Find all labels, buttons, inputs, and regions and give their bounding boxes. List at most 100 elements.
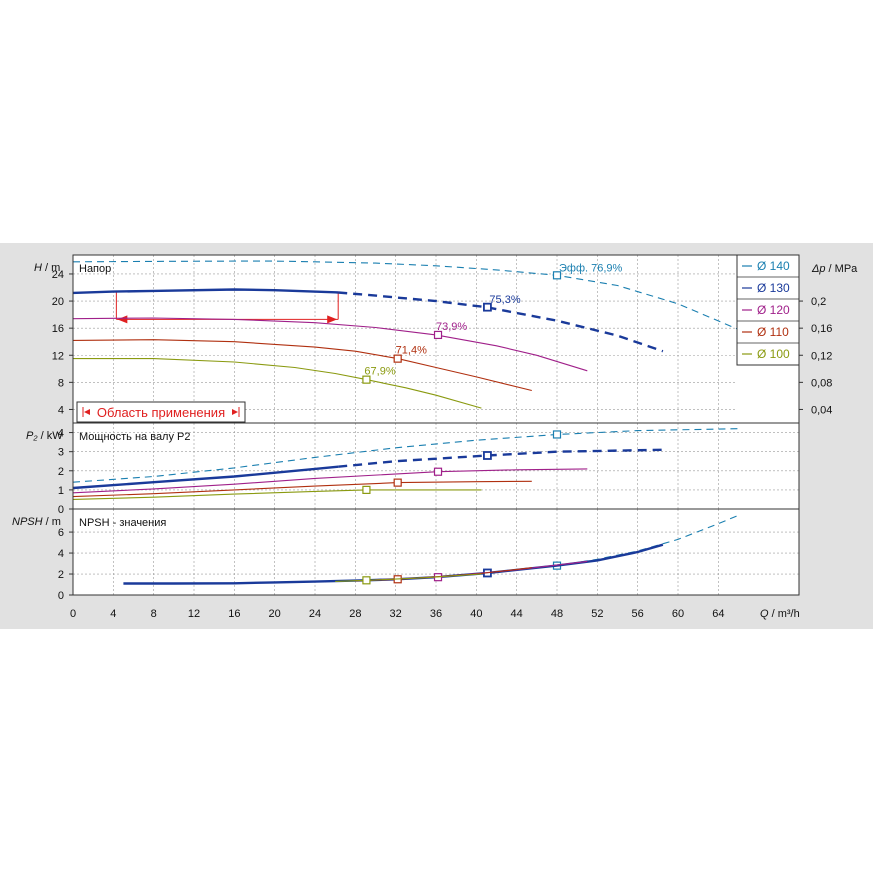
x-tick-label-40: 40 [470, 608, 482, 620]
power-marker-Ø 120 [433, 467, 443, 476]
x-axis-unit: / m³/h [769, 608, 800, 620]
legend-label-1: Ø 130 [757, 281, 790, 295]
labels: 0 4 8 12 16 20 24 28 32 36 40 44 48 52 56 60 64 Q / m³/h4… [12, 262, 858, 620]
x-tick-label-24: 24 [309, 608, 321, 620]
npsh-marker-Ø 100 [362, 576, 371, 585]
x-tick-label-52: 52 [591, 608, 603, 620]
app-range-arrow-left [117, 315, 128, 324]
x-tick-label-60: 60 [672, 608, 684, 620]
head-y-tick-20: 20 [52, 296, 64, 308]
npsh-y-tick-0: 0 [58, 590, 64, 602]
y2-tick-4: 0,2 [811, 296, 826, 308]
x-tick-label-12: 12 [188, 608, 200, 620]
y2-tick-0: 0,04 [811, 404, 832, 416]
head-marker-Ø 140 [552, 271, 562, 280]
power-curve-Ø 130-dashed [338, 448, 663, 468]
head-curve-Ø 140-dashed [72, 260, 739, 331]
legend-label-0: Ø 140 [757, 259, 790, 273]
app-range-label: Область применения [97, 405, 225, 420]
y2-tick-3: 0,16 [811, 323, 832, 335]
eff-label-Ø 100: 67,9% [364, 366, 395, 378]
power-marker-Ø 110 [393, 478, 402, 487]
power-y-axis-label: P₂ / kW [26, 430, 63, 442]
npsh-panel-title: NPSH - значения [79, 517, 166, 529]
eff-label-Ø 110: 71,4% [396, 345, 427, 357]
npsh-curve-Ø 140-dashed [556, 514, 739, 567]
head-marker-Ø 110 [393, 354, 402, 363]
y-axis-var: P₂ [26, 430, 38, 442]
app-range-arrow-right [327, 315, 338, 324]
head-curve-Ø 130-dashed [338, 291, 664, 353]
head-curve-Ø 120-solid [72, 317, 588, 372]
power-marker-Ø 100 [362, 485, 371, 494]
eff-label-Ø 130: 75,3% [489, 294, 520, 306]
power-y-tick-1: 1 [58, 485, 64, 497]
x-tick-label-0: 0 [70, 608, 76, 620]
x-tick-label-8: 8 [151, 608, 157, 620]
eff-label-Ø 140: Эфф. 76,9% [559, 262, 623, 274]
app-range-label-arrow-r [232, 409, 238, 415]
y2-axis-label: Δp / MPa [811, 263, 858, 275]
x-axis-label: Q / m³/h [760, 608, 800, 620]
npsh-curve-Ø 100-solid [335, 573, 482, 582]
head-marker-Ø 100 [362, 375, 371, 384]
x-tick-label-16: 16 [228, 608, 240, 620]
curves: Область применения [72, 260, 739, 585]
head-curve-Ø 110-solid [72, 339, 532, 392]
x-axis-var: Q [760, 608, 769, 620]
legend-label-4: Ø 100 [757, 347, 790, 361]
grid [72, 255, 799, 595]
head-y-tick-24: 24 [52, 269, 64, 281]
legend: Ø 140 Ø 130 Ø 120 Ø 110 Ø 100 [736, 254, 800, 366]
x-tick-label-48: 48 [551, 608, 563, 620]
legend-label-2: Ø 120 [757, 303, 790, 317]
power-marker-Ø 140 [552, 430, 562, 439]
y-axis-var: NPSH [12, 516, 43, 528]
y2-axis-var: Δp [811, 263, 826, 275]
y-axis-unit: / kW [38, 430, 64, 442]
head-y-tick-8: 8 [58, 377, 64, 389]
power-panel-title: Мощность на валу P2 [79, 431, 191, 443]
power-y-tick-0: 0 [58, 504, 64, 516]
power-y-tick-4: 4 [58, 428, 64, 440]
y-axis-var: H [34, 262, 42, 274]
head-marker-Ø 130 [483, 302, 492, 312]
power-marker-Ø 130 [483, 451, 492, 460]
y-axis-unit: / m [43, 516, 61, 528]
npsh-y-tick-6: 6 [58, 527, 64, 539]
y-axis-unit: / m [42, 262, 60, 274]
power-curve-Ø 140-dashed [72, 428, 739, 483]
power-y-tick-2: 2 [58, 466, 64, 478]
npsh-y-tick-2: 2 [58, 569, 64, 581]
head-y-tick-12: 12 [52, 350, 64, 362]
power-curve-Ø 120-solid [72, 468, 588, 494]
npsh-panel-frame [72, 508, 800, 596]
head-panel-title: Напор [79, 263, 111, 275]
power-curve-Ø 100-solid [72, 489, 482, 500]
head-curve-Ø 130-solid [72, 288, 339, 295]
x-tick-label-32: 32 [390, 608, 402, 620]
app-range-label-box [76, 401, 246, 423]
head-y-tick-4: 4 [58, 404, 64, 416]
x-tick-label-44: 44 [511, 608, 523, 620]
power-y-tick-3: 3 [58, 447, 64, 459]
y2-axis-unit: / MPa [826, 263, 859, 275]
head-marker-Ø 120 [433, 330, 443, 340]
power-curve-Ø 110-solid [72, 480, 532, 498]
head-y-tick-16: 16 [52, 323, 64, 335]
y2-tick-2: 0,12 [811, 350, 832, 362]
head-curve-Ø 100-solid [73, 358, 482, 409]
x-tick-label-56: 56 [632, 608, 644, 620]
x-tick-label-4: 4 [110, 608, 116, 620]
head-y-axis-label: H / m [34, 262, 60, 274]
power-curve-Ø 130-solid [72, 465, 339, 490]
x-tick-label-28: 28 [349, 608, 361, 620]
app-range-label-arrow-l [84, 409, 90, 415]
legend-label-3: Ø 110 [757, 325, 789, 339]
npsh-y-tick-4: 4 [58, 548, 64, 560]
eff-label-Ø 120: 73,9% [436, 321, 467, 333]
x-tick-label-64: 64 [712, 608, 724, 620]
x-tick-label-36: 36 [430, 608, 442, 620]
npsh-y-axis-label: NPSH / m [12, 516, 61, 528]
